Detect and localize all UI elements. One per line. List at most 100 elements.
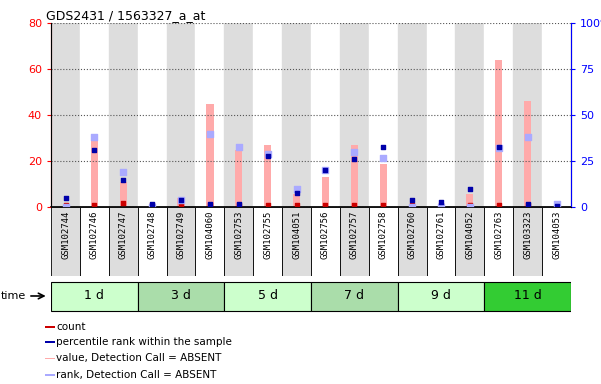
Text: 7 d: 7 d: [344, 290, 364, 303]
Bar: [484, 207, 513, 276]
Bar: [293, 194, 300, 207]
Bar: [224, 282, 311, 311]
Bar: [456, 23, 484, 207]
Bar: [166, 23, 195, 207]
Point: [552, 202, 561, 209]
Bar: [166, 207, 195, 276]
Bar: [195, 23, 224, 207]
Point: [176, 202, 186, 208]
Text: GSM102760: GSM102760: [407, 211, 416, 259]
Bar: [282, 23, 311, 207]
Bar: [427, 207, 456, 276]
Point: [61, 195, 70, 201]
Text: 5 d: 5 d: [258, 290, 278, 303]
Bar: [45, 358, 55, 359]
Point: [291, 186, 301, 192]
Bar: [177, 198, 185, 207]
Point: [118, 177, 128, 183]
Bar: [484, 282, 571, 311]
Bar: [351, 145, 358, 207]
Bar: [138, 207, 166, 276]
Bar: [456, 207, 484, 276]
Bar: [322, 177, 329, 207]
Point: [147, 204, 157, 210]
Point: [465, 186, 475, 192]
Bar: [235, 150, 242, 207]
Point: [291, 202, 301, 208]
Bar: [224, 207, 253, 276]
Point: [291, 190, 301, 196]
Text: GSM102761: GSM102761: [436, 211, 445, 259]
Bar: [311, 207, 340, 276]
Point: [90, 134, 99, 141]
Bar: [398, 23, 427, 207]
Bar: [51, 282, 138, 311]
Point: [436, 202, 446, 208]
Point: [465, 204, 475, 210]
Point: [205, 202, 215, 208]
Text: GSM102753: GSM102753: [234, 211, 243, 259]
Point: [118, 169, 128, 175]
Text: 11 d: 11 d: [514, 290, 542, 303]
Bar: [206, 104, 213, 207]
Text: GSM102749: GSM102749: [177, 211, 186, 259]
Text: GSM103323: GSM103323: [523, 211, 532, 259]
Point: [494, 202, 504, 208]
Bar: [224, 23, 253, 207]
Point: [205, 200, 215, 207]
Point: [321, 167, 331, 174]
Bar: [427, 23, 456, 207]
Bar: [138, 23, 166, 207]
Text: GSM104052: GSM104052: [465, 211, 474, 259]
Text: percentile rank within the sample: percentile rank within the sample: [56, 337, 232, 348]
Point: [234, 202, 243, 208]
Point: [118, 200, 128, 206]
Text: GSM102763: GSM102763: [494, 211, 503, 259]
Text: GSM102756: GSM102756: [321, 211, 330, 259]
Bar: [51, 23, 80, 207]
Point: [552, 202, 561, 208]
Text: GSM102746: GSM102746: [90, 211, 99, 259]
Point: [379, 144, 388, 150]
Bar: [311, 282, 398, 311]
Point: [523, 202, 532, 208]
Bar: [264, 145, 271, 207]
Point: [465, 202, 475, 208]
Bar: [466, 194, 474, 207]
Bar: [138, 282, 224, 311]
Point: [205, 131, 215, 137]
Point: [436, 199, 446, 205]
Bar: [109, 23, 138, 207]
Bar: [91, 138, 98, 207]
Point: [61, 202, 70, 208]
Point: [263, 202, 272, 208]
Point: [263, 151, 272, 157]
Bar: [380, 164, 387, 207]
Bar: [495, 60, 502, 207]
Text: rank, Detection Call = ABSENT: rank, Detection Call = ABSENT: [56, 370, 216, 380]
Text: 3 d: 3 d: [171, 290, 191, 303]
Text: value, Detection Call = ABSENT: value, Detection Call = ABSENT: [56, 353, 222, 364]
Bar: [51, 207, 80, 276]
Text: GSM104060: GSM104060: [206, 211, 215, 259]
Bar: [109, 207, 138, 276]
Point: [90, 147, 99, 153]
Bar: [484, 23, 513, 207]
Text: GSM102755: GSM102755: [263, 211, 272, 259]
Point: [494, 144, 504, 150]
Bar: [524, 101, 531, 207]
Point: [176, 197, 186, 203]
Point: [350, 202, 359, 208]
Point: [407, 204, 417, 210]
Text: GSM102748: GSM102748: [148, 211, 157, 259]
Point: [407, 197, 417, 203]
Bar: [253, 23, 282, 207]
Text: GDS2431 / 1563327_a_at: GDS2431 / 1563327_a_at: [46, 9, 206, 22]
Point: [234, 144, 243, 150]
Text: GSM102747: GSM102747: [119, 211, 128, 259]
Point: [90, 202, 99, 208]
Bar: [45, 341, 55, 343]
Bar: [311, 23, 340, 207]
Point: [350, 149, 359, 155]
Bar: [80, 207, 109, 276]
